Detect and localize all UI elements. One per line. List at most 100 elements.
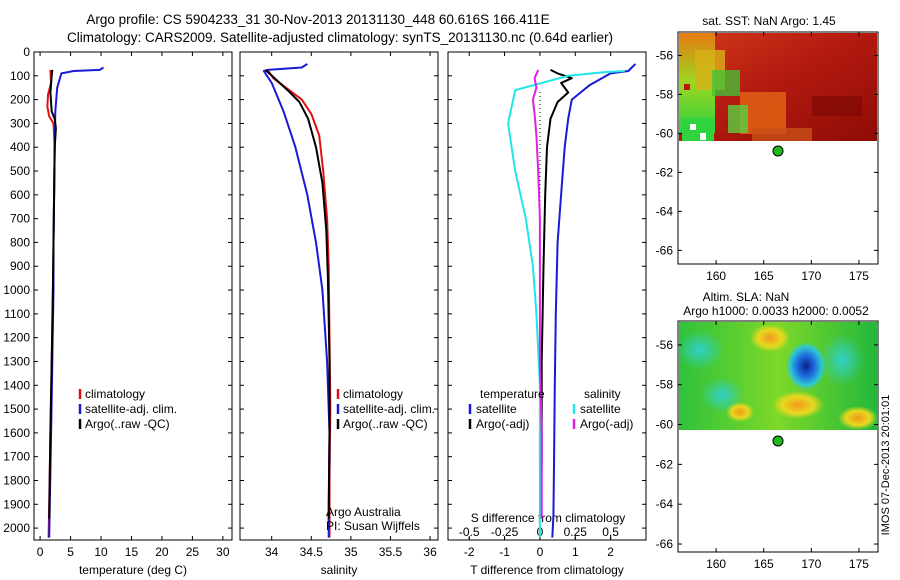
temp-x-tick-label: 30: [216, 545, 230, 559]
sla-y-tick-label: -64: [656, 497, 674, 511]
sal-plot-frame: [239, 51, 439, 541]
depth-tick-label: 1900: [3, 497, 30, 511]
sla-y-tick-label: -58: [656, 378, 674, 392]
figure-title-line1: Argo profile: CS 5904233_31 30-Nov-2013 …: [86, 12, 549, 27]
diff-legend-label: satellite: [580, 402, 621, 416]
depth-tick-label: 1600: [3, 426, 30, 440]
sla-map: Altim. SLA: NaN Argo h1000: 0.0033 h2000…: [656, 290, 879, 571]
depth-tick-label: 0: [23, 45, 30, 59]
depth-tick-label: 1400: [3, 378, 30, 392]
imos-timestamp: IMOS 07-Dec-2013 20:01:01: [880, 395, 892, 536]
temp-x-tick-label: 20: [155, 545, 169, 559]
sal-x-tick-label: 34: [265, 545, 279, 559]
temp-series-argo-raw-qc-: [48, 69, 57, 519]
depth-tick-label: 1800: [3, 473, 30, 487]
depth-tick-label: 900: [10, 259, 30, 273]
depth-tick-label: 500: [10, 164, 30, 178]
sla-map-title-line2: Argo h1000: 0.0033 h2000: 0.0052: [683, 304, 869, 318]
depth-tick-label: 1100: [4, 307, 30, 321]
sal-legend-label: Argo(..raw -QC): [343, 417, 428, 431]
sla-x-tick-label: 170: [801, 557, 821, 571]
diff-s-tick-label: -0.5: [459, 525, 480, 539]
temp-plot-frame: [33, 51, 233, 541]
sst-y-tick-label: -64: [656, 204, 674, 218]
depth-tick-label: 1000: [3, 283, 30, 297]
depth-tick-label: 800: [10, 235, 30, 249]
depth-tick-label: 1300: [3, 354, 30, 368]
temp-x-tick-label: 0: [37, 545, 44, 559]
temp-x-tick-label: 5: [67, 545, 74, 559]
depth-tick-label: 700: [10, 212, 30, 226]
temp-legend-label: satellite-adj. clim.: [85, 402, 177, 416]
diff-legend-heading: temperature: [480, 387, 545, 401]
sla-y-tick-label: -66: [656, 537, 674, 551]
sla-x-tick-label: 160: [706, 557, 726, 571]
sst-x-tick-label: 165: [754, 269, 774, 283]
depth-tick-label: 1500: [3, 402, 30, 416]
depth-tick-label: 100: [10, 69, 30, 83]
sla-x-tick-label: 165: [754, 557, 774, 571]
sst-y-tick-label: -62: [656, 165, 674, 179]
salinity-profile-plot: 34 34.5 35 35.5 36 salinity climatologysatelli…: [239, 51, 439, 577]
diff-x-axis-label: T difference from climatology: [470, 563, 624, 577]
diff-series-salinity-satellite: [507, 70, 625, 538]
depth-tick-label: 1700: [3, 450, 30, 464]
diff-series-salinity-argo-adj-: [531, 69, 543, 519]
diff-plot-frame: [447, 51, 647, 541]
diff-s-tick-label: 0.5: [602, 525, 619, 539]
sal-x-tick-label: 35.5: [379, 545, 403, 559]
diff-series-argo-adj-: [540, 69, 573, 519]
sst-y-tick-label: -56: [656, 48, 674, 62]
sla-x-tick-label: 175: [849, 557, 869, 571]
diff-legend-label: Argo(-adj): [580, 417, 633, 431]
temp-x-tick-label: 10: [94, 545, 108, 559]
sst-argo-position-marker: [772, 145, 784, 157]
depth-tick-label: 400: [10, 140, 30, 154]
temp-x-tick-label: 25: [186, 545, 200, 559]
depth-tick-label: 1200: [3, 331, 30, 345]
diff-x-tick-label: 1: [572, 545, 579, 559]
temp-legend-label: climatology: [85, 387, 145, 401]
difference-profile-plot: -2 -1 0 1 2-0.5 -0.25 0 0.25 0.5S difference fro…: [447, 51, 647, 577]
temp-legend-label: Argo(..raw -QC): [85, 417, 170, 431]
figure-title-line2: Climatology: CARS2009. Satellite-adjuste…: [67, 30, 613, 45]
sla-argo-position-marker: [772, 435, 784, 447]
diff-x-tick-label: 2: [607, 545, 614, 559]
diff-legend-label: Argo(-adj): [476, 417, 529, 431]
diff-s-tick-label: -0.25: [491, 525, 519, 539]
depth-tick-label: 200: [10, 93, 30, 107]
salinity-annotation: PI: Susan Wijffels: [326, 519, 420, 533]
salinity-annotation: Argo Australia: [326, 505, 401, 519]
depth-tick-label: 2000: [3, 521, 30, 535]
temp-x-axis-label: temperature (deg C): [79, 563, 187, 577]
sla-y-tick-label: -62: [656, 457, 674, 471]
diff-series-temperature-satellite: [551, 63, 637, 538]
sst-map-field: [679, 33, 877, 141]
sst-x-tick-label: 170: [801, 269, 821, 283]
sal-series-argo-raw-qc-: [264, 69, 331, 519]
sst-y-tick-label: -66: [656, 243, 674, 257]
sla-y-tick-label: -56: [656, 338, 674, 352]
temperature-profile-plot: 0100200300400500600700800900100011001200…: [3, 45, 233, 577]
temp-x-tick-label: 15: [125, 545, 139, 559]
sal-x-tick-label: 34.5: [300, 545, 324, 559]
sal-x-tick-label: 35: [344, 545, 358, 559]
sst-x-tick-label: 160: [706, 269, 726, 283]
depth-tick-label: 600: [10, 188, 30, 202]
sst-x-tick-label: 175: [849, 269, 869, 283]
depth-tick-label: 300: [10, 116, 30, 130]
sla-map-title-line1: Altim. SLA: NaN: [703, 290, 790, 304]
sst-y-tick-label: -60: [656, 126, 674, 140]
diff-legend-label: satellite: [476, 402, 517, 416]
sla-map-field: [676, 322, 878, 430]
sst-map: sat. SST: NaN Argo: 1.45 160 165 170 175 -56…: [656, 14, 879, 283]
sal-legend-label: climatology: [343, 387, 403, 401]
diff-s-tick-label: 0.25: [564, 525, 588, 539]
sal-x-tick-label: 36: [423, 545, 437, 559]
diff-x-tick-label: -1: [499, 545, 510, 559]
sst-map-title: sat. SST: NaN Argo: 1.45: [702, 14, 836, 28]
sst-y-tick-label: -58: [656, 87, 674, 101]
sal-x-axis-label: salinity: [321, 563, 358, 577]
diff-x-tick-label: -2: [464, 545, 475, 559]
